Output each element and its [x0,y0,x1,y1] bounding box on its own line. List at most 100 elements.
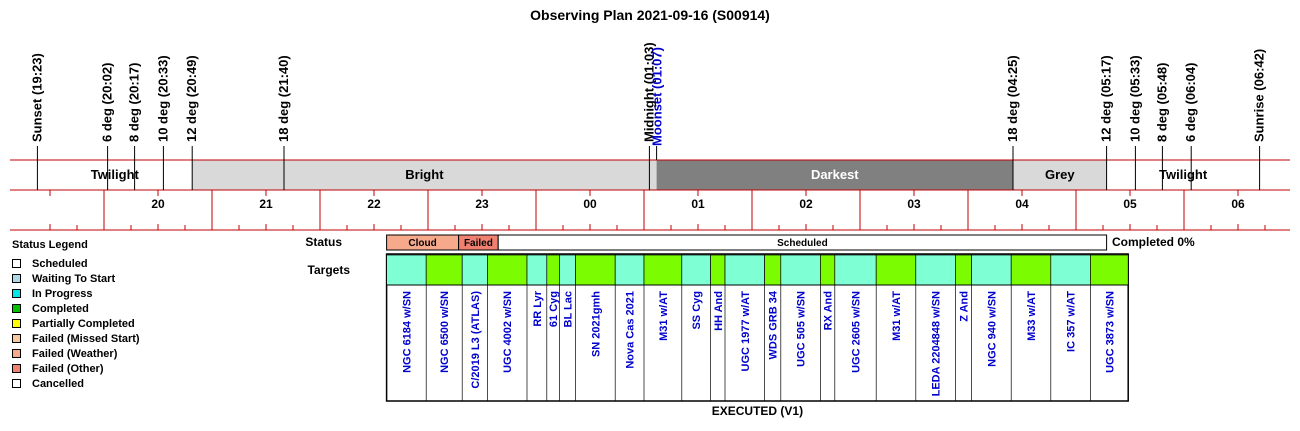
target-block [780,254,821,286]
hour-tick-label: 05 [1123,197,1137,211]
target-block [834,254,877,286]
sky-band [37,160,193,190]
legend-item-label: Waiting To Start [32,272,116,285]
legend-item: Cancelled [12,376,172,391]
targets-row-label: Targets [308,263,351,277]
status-legend: Status Legend Scheduled Waiting To Start I… [12,239,172,391]
hour-tick-label: 23 [475,197,489,211]
legend-swatch [12,289,21,298]
hour-tick-label: 01 [691,197,705,211]
target-name: RX And [823,291,835,330]
target-block [955,254,972,286]
legend-swatch [12,334,21,343]
legend-swatch [12,274,21,283]
target-block [1090,254,1129,286]
sky-band-label: Grey [1045,167,1075,182]
event-label: 12 deg (20:49) [184,55,199,142]
target-block [425,254,463,286]
target-name: M33 w/AT [1026,291,1038,341]
target-name: NGC 940 w/SN [986,291,998,367]
legend-item: Failed (Missed Start) [12,331,172,346]
legend-item-label: Failed (Other) [32,362,104,375]
target-block [764,254,782,286]
hour-tick-label: 06 [1231,197,1245,211]
completed-percentage: Completed 0% [1112,235,1195,249]
event-label: 6 deg (20:02) [100,63,115,142]
status-segment-label: Failed [464,238,493,249]
target-name: 61 Cyg [548,291,560,327]
legend-items: Scheduled Waiting To Start In Progress Comp… [12,256,172,391]
event-label: Sunset (19:23) [29,53,44,142]
target-block [526,254,548,286]
event-label: Sunrise (06:42) [1252,49,1267,142]
target-block [386,254,427,286]
sky-band [656,160,1013,190]
status-segment-label: Cloud [408,238,436,249]
legend-item: Scheduled [12,256,172,271]
legend-title: Status Legend [12,239,88,251]
legend-swatch [12,349,21,358]
target-name: SN 2021gmh [590,291,602,357]
event-label: 8 deg (20:17) [127,63,142,142]
target-block [461,254,488,286]
target-name: C/2019 L3 (ATLAS) [470,291,482,389]
target-block [614,254,645,286]
hour-tick-label: 04 [1015,197,1029,211]
hour-tick-label: 22 [367,197,381,211]
legend-swatch [12,304,21,313]
target-name: HH And [713,291,725,331]
target-name: UGC 505 w/SN [796,291,808,367]
legend-swatch [12,364,21,373]
legend-item-label: Cancelled [32,377,84,390]
event-label: 10 deg (05:33) [1127,55,1142,142]
sky-band [192,160,657,190]
event-label: 18 deg (04:25) [1005,55,1020,142]
target-name: M31 w/AT [891,291,903,341]
target-block [487,254,528,286]
target-name: WDS GRB 34 [768,290,780,359]
event-label: Moonset (01:07) [650,47,665,146]
chart-title: Observing Plan 2021-09-16 (S00914) [530,7,770,23]
legend-item-label: Failed (Missed Start) [32,332,140,345]
sky-band-label: Darkest [811,167,859,182]
event-label: 18 deg (21:40) [276,55,291,142]
target-name: Z And [959,291,971,322]
legend-swatch [12,379,21,388]
sky-band [1013,160,1107,190]
legend-item-label: Partially Completed [32,317,135,330]
target-name: UGC 1977 w/AT [740,291,752,372]
target-name: UGC 3873 w/SN [1104,291,1116,373]
target-name: NGC 6184 w/SN [401,291,413,373]
target-name: SS Cyg [691,291,703,330]
event-label: 12 deg (05:17) [1099,55,1114,142]
target-name: Nova Cas 2021 [625,291,637,369]
target-name: NGC 6500 w/SN [439,291,451,373]
sky-band-label: Twilight [91,167,140,182]
target-name: UGC 4002 w/SN [502,291,514,373]
target-block [546,254,560,286]
legend-item-label: In Progress [32,287,93,300]
target-block [724,254,765,286]
sky-band [1106,160,1260,190]
event-label: 6 deg (06:04) [1183,63,1198,142]
legend-item: Failed (Other) [12,361,172,376]
target-block [681,254,711,286]
target-name: UGC 2605 w/SN [851,291,863,373]
status-segment-label: Scheduled [777,238,828,249]
hour-tick-label: 02 [799,197,813,211]
target-block [875,254,917,286]
target-block [710,254,726,286]
target-block [915,254,956,286]
sky-band-label: Twilight [1159,167,1208,182]
target-block [1050,254,1091,286]
target-name: IC 357 w/AT [1066,291,1078,352]
hour-tick-label: 00 [583,197,597,211]
legend-item-label: Completed [32,302,89,315]
legend-item: Partially Completed [12,316,172,331]
legend-item: Failed (Weather) [12,346,172,361]
event-label: 10 deg (20:33) [155,55,170,142]
event-label: Midnight (01:03) [641,42,656,142]
status-segment [497,234,1108,251]
target-name: BL Lac [563,291,575,327]
